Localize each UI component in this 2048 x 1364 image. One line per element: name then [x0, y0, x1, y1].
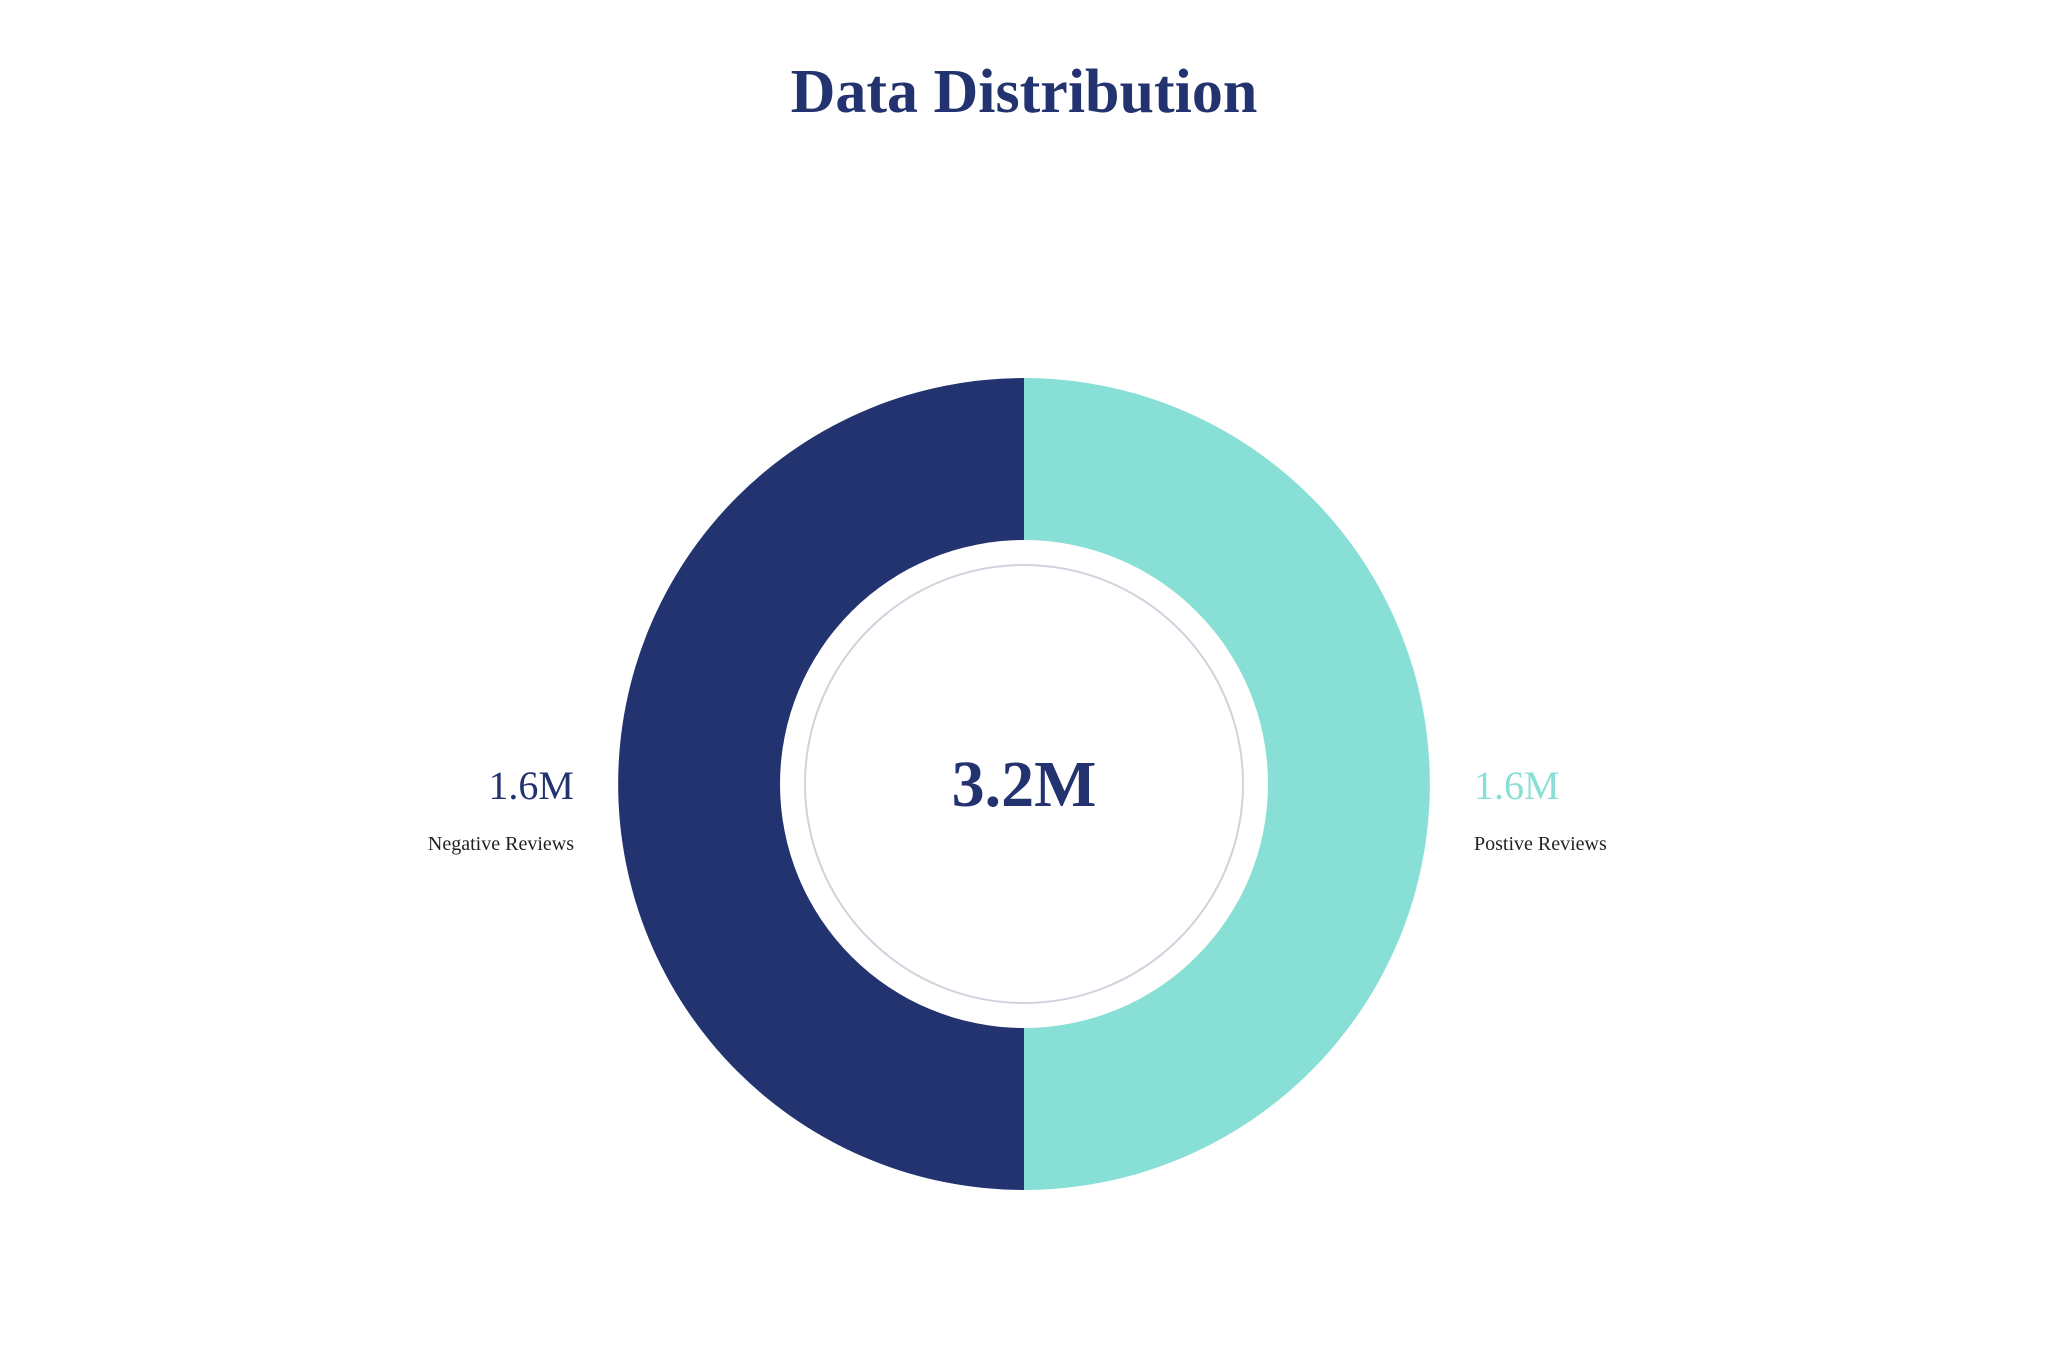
center-total-label: 3.2M	[952, 748, 1097, 821]
donut-slice-negative-reviews	[618, 378, 1024, 1190]
inner-ring	[804, 564, 1244, 1004]
slice-value-label: 1.6M	[488, 763, 574, 808]
slice-name-label: Negative Reviews	[428, 833, 574, 855]
slice-name-label: Postive Reviews	[1474, 833, 1607, 855]
slice-labels: 1.6M Negative Reviews 1.6M Postive Reviews	[428, 763, 1607, 855]
chart-title: Data Distribution	[790, 58, 1258, 126]
donut-slice-postive-reviews	[1024, 378, 1430, 1190]
slice-value-label: 1.6M	[1474, 763, 1560, 808]
donut-slices	[618, 378, 1430, 1190]
